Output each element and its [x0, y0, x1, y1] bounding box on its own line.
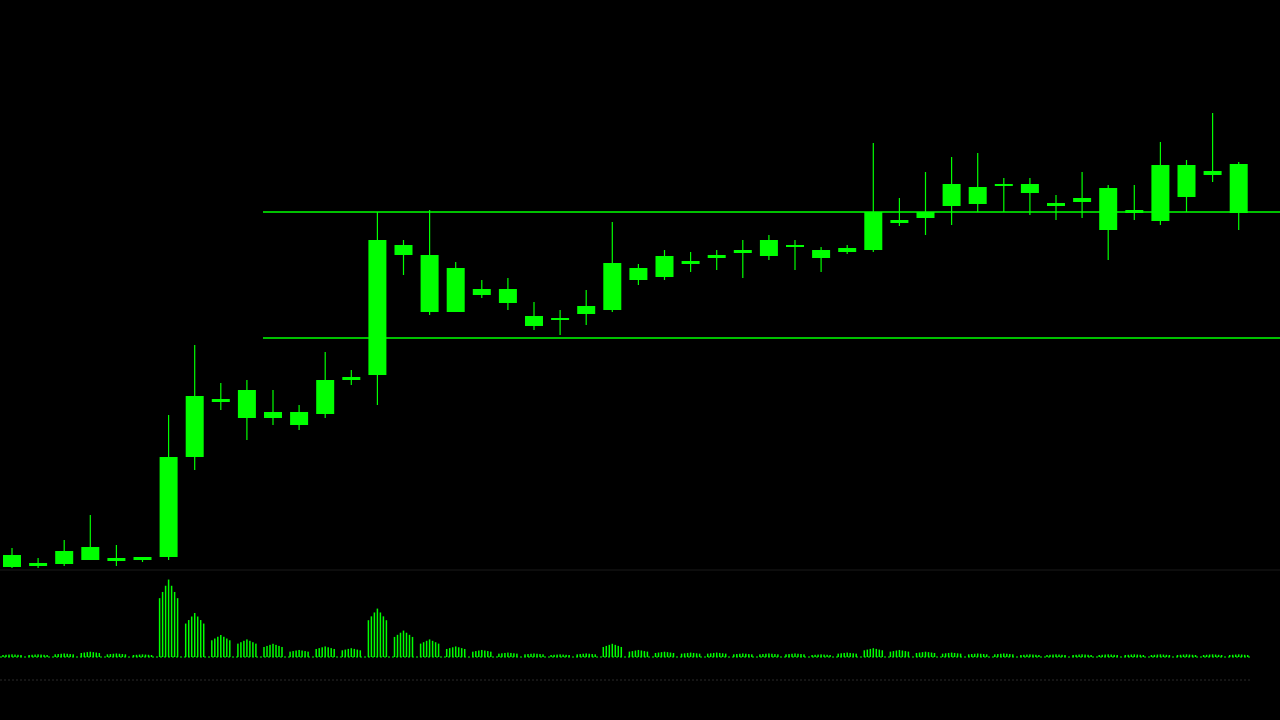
candle-body	[211, 399, 230, 402]
candle-body	[1073, 198, 1092, 202]
candle-body	[707, 255, 726, 258]
candle-body	[890, 220, 909, 223]
candle-body	[733, 250, 752, 253]
candle-body	[655, 256, 674, 277]
candle-body	[994, 184, 1013, 186]
candle-body	[864, 212, 883, 250]
candle-body	[838, 248, 857, 252]
candle-body	[759, 240, 778, 256]
candle-body	[29, 563, 48, 566]
candle-body	[394, 245, 413, 255]
candle-body	[942, 184, 961, 206]
candle-body	[551, 318, 570, 320]
candle-body	[1177, 165, 1196, 197]
candle-body	[525, 316, 543, 326]
candle-body	[316, 380, 335, 414]
candle-body	[1125, 210, 1144, 213]
candle-body	[1047, 203, 1065, 206]
candle-body	[342, 377, 361, 380]
candle-body	[237, 390, 256, 418]
candle-body	[1203, 171, 1222, 175]
candle-body	[629, 268, 648, 280]
candle-body	[916, 212, 935, 218]
candle-body	[812, 250, 831, 258]
candle-body	[133, 557, 152, 560]
candle-body	[264, 412, 282, 418]
candle-body	[786, 245, 804, 247]
candle-body	[968, 187, 987, 204]
candle-body	[290, 412, 309, 425]
candle-body	[368, 240, 387, 375]
candle-body	[1229, 164, 1248, 213]
candle-body	[159, 457, 178, 557]
candle-body	[185, 396, 204, 457]
candle-body	[1020, 184, 1039, 193]
candle-body	[81, 547, 100, 560]
candle-body	[107, 558, 126, 561]
candle-body	[420, 255, 439, 312]
candle-body	[1151, 165, 1170, 221]
candle-body	[3, 555, 21, 567]
candle-body	[472, 289, 491, 295]
candle-body	[1099, 188, 1118, 230]
candle-body	[446, 268, 465, 312]
candle-body	[55, 551, 74, 564]
candle-body	[603, 263, 622, 310]
candle-body	[681, 261, 700, 264]
candle-body	[577, 306, 596, 314]
candle-body	[498, 289, 517, 303]
